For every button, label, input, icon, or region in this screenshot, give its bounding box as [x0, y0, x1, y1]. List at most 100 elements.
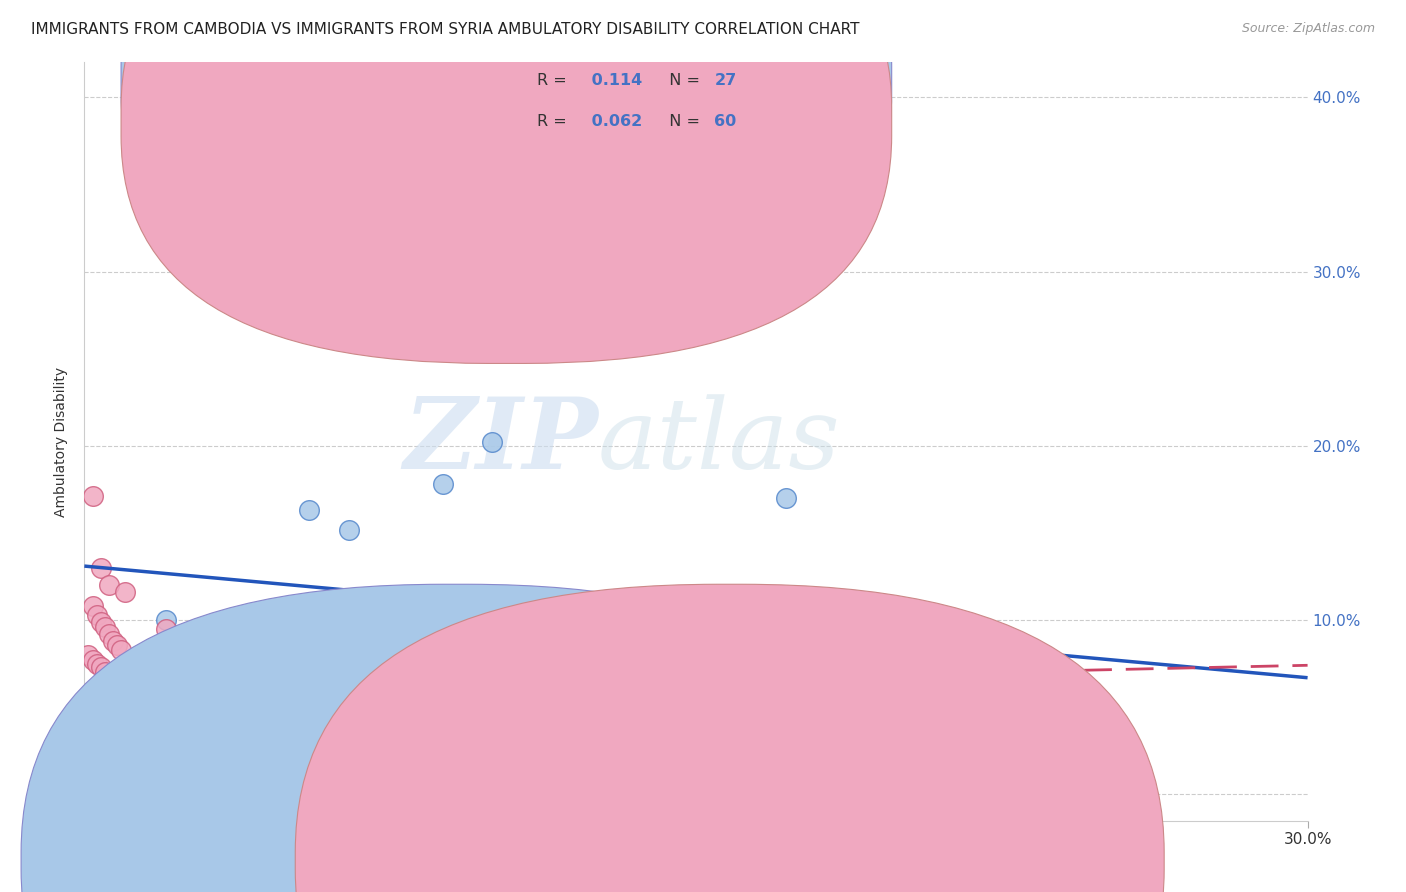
Point [502, 596, 524, 610]
Point [105, 638, 128, 652]
Point [110, 718, 132, 732]
Text: Immigrants from Syria: Immigrants from Syria [749, 854, 914, 868]
Point [228, 631, 250, 645]
Point [228, 655, 250, 669]
Text: atlas: atlas [598, 394, 841, 489]
Point [359, 658, 381, 673]
Point [101, 749, 124, 764]
Point [114, 585, 136, 599]
Point [359, 669, 381, 683]
Text: 0.062: 0.062 [586, 114, 643, 129]
Point [105, 678, 128, 692]
Point [339, 523, 361, 537]
Point [269, 636, 291, 650]
Point [163, 667, 186, 681]
Point [1092, 739, 1115, 753]
Point [97, 669, 120, 683]
Point [481, 435, 503, 450]
Point [706, 718, 728, 732]
Point [93, 620, 115, 634]
Y-axis label: Ambulatory Disability: Ambulatory Disability [55, 367, 69, 516]
Point [77, 724, 100, 739]
Point [399, 660, 422, 674]
Text: 60: 60 [714, 114, 737, 129]
Point [318, 644, 340, 658]
Point [101, 674, 124, 689]
Point [90, 660, 112, 674]
Point [82, 779, 104, 793]
Text: N =: N = [659, 114, 706, 129]
Point [114, 721, 136, 735]
Text: 0.114: 0.114 [586, 73, 643, 88]
Point [82, 653, 104, 667]
Point [82, 764, 104, 779]
FancyBboxPatch shape [121, 0, 891, 363]
Point [97, 746, 120, 760]
Point [155, 613, 177, 627]
Point [86, 657, 108, 671]
Point [90, 737, 112, 751]
Point [97, 627, 120, 641]
Point [644, 691, 666, 706]
FancyBboxPatch shape [121, 0, 891, 323]
Point [391, 640, 413, 654]
Text: 27: 27 [714, 73, 737, 88]
Text: N =: N = [659, 73, 706, 88]
Point [93, 704, 115, 718]
Point [236, 697, 259, 711]
Point [187, 625, 209, 640]
Point [82, 490, 104, 504]
Text: R =: R = [537, 114, 572, 129]
Point [380, 711, 402, 725]
Point [195, 651, 218, 665]
Point [77, 775, 100, 789]
Point [86, 768, 108, 782]
Point [90, 615, 112, 629]
Point [326, 638, 349, 652]
Point [285, 700, 308, 714]
Point [285, 657, 308, 671]
Point [77, 648, 100, 662]
Point [187, 686, 209, 700]
Point [82, 599, 104, 614]
Point [775, 491, 797, 506]
Point [97, 578, 120, 592]
FancyBboxPatch shape [470, 66, 776, 165]
Text: R =: R = [537, 73, 572, 88]
Point [86, 607, 108, 622]
Point [146, 648, 169, 662]
Point [155, 648, 177, 662]
Text: Immigrants from Cambodia: Immigrants from Cambodia [474, 854, 675, 868]
Point [97, 707, 120, 722]
Point [174, 116, 197, 130]
Point [195, 744, 218, 758]
Point [856, 667, 879, 681]
Text: Source: ZipAtlas.com: Source: ZipAtlas.com [1241, 22, 1375, 36]
Point [298, 503, 321, 517]
Point [155, 622, 177, 636]
Point [408, 596, 430, 610]
Point [432, 477, 454, 491]
Point [93, 665, 115, 680]
Point [105, 753, 128, 767]
Point [440, 643, 463, 657]
Point [90, 561, 112, 575]
Point [110, 643, 132, 657]
Text: ZIP: ZIP [404, 393, 598, 490]
Point [77, 688, 100, 702]
Point [86, 733, 108, 747]
Point [90, 772, 112, 786]
Point [339, 326, 361, 340]
Point [110, 681, 132, 695]
Point [82, 730, 104, 744]
Point [93, 740, 115, 755]
Point [326, 695, 349, 709]
Point [77, 761, 100, 775]
Point [90, 700, 112, 714]
Point [543, 669, 565, 683]
Point [105, 714, 128, 729]
Point [101, 711, 124, 725]
Point [236, 657, 259, 671]
Point [114, 664, 136, 678]
Text: IMMIGRANTS FROM CAMBODIA VS IMMIGRANTS FROM SYRIA AMBULATORY DISABILITY CORRELAT: IMMIGRANTS FROM CAMBODIA VS IMMIGRANTS F… [31, 22, 859, 37]
